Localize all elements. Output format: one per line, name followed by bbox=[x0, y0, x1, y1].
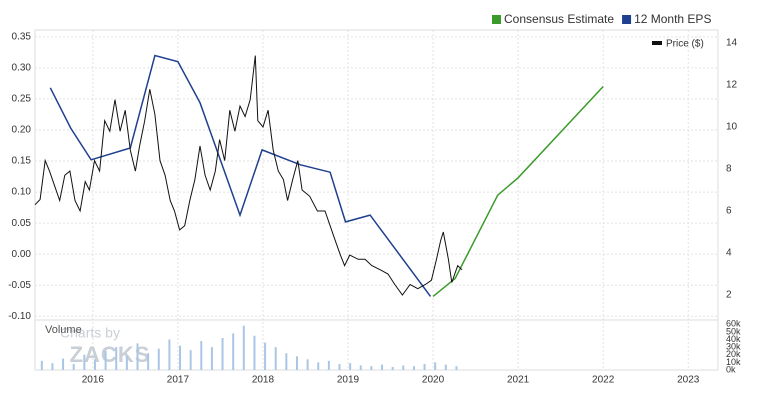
y2-tick-label: 6 bbox=[726, 206, 732, 217]
y-tick-label: 0.20 bbox=[12, 125, 32, 136]
volume-bar bbox=[338, 363, 341, 370]
volume-bar bbox=[412, 366, 415, 370]
watermark-brand: ZACKS bbox=[70, 342, 151, 367]
volume-bar bbox=[221, 338, 224, 370]
y2-tick-label: 14 bbox=[726, 38, 738, 49]
volume-bar bbox=[93, 359, 96, 370]
volume-bar bbox=[359, 365, 362, 370]
volume-bar bbox=[157, 348, 160, 370]
y-tick-label: 0.25 bbox=[12, 94, 32, 105]
volume-bar bbox=[168, 339, 171, 370]
volume-bar bbox=[115, 347, 118, 370]
plot-frame bbox=[34, 29, 719, 371]
volume-bar bbox=[434, 362, 437, 370]
legend-label: Consensus Estimate bbox=[504, 12, 614, 26]
volume-label: Volume bbox=[45, 324, 82, 336]
volume-bar bbox=[147, 353, 150, 370]
x-tick-label: 2023 bbox=[677, 375, 700, 386]
series-line bbox=[34, 55, 463, 296]
legend-label: 12 Month EPS bbox=[634, 12, 711, 26]
volume-bar bbox=[242, 325, 245, 370]
y2-tick-label: 2 bbox=[726, 290, 732, 301]
volume-bar bbox=[210, 347, 213, 370]
volume-bar bbox=[327, 360, 330, 370]
volume-bar bbox=[40, 360, 43, 370]
series-line bbox=[49, 54, 432, 297]
volume-tick-label: 40k bbox=[726, 334, 741, 344]
volume-bar bbox=[125, 356, 128, 370]
volume-tick-label: 20k bbox=[726, 349, 741, 359]
x-tick-label: 2021 bbox=[507, 375, 530, 386]
y-tick-label: 0.05 bbox=[12, 218, 32, 229]
legend-swatch bbox=[652, 41, 662, 45]
y-tick-label: 0.15 bbox=[12, 156, 32, 167]
volume-bar bbox=[104, 350, 107, 370]
volume-bar bbox=[317, 362, 320, 370]
y-tick-label: 0.10 bbox=[12, 187, 32, 198]
y2-tick-label: 4 bbox=[726, 248, 732, 259]
volume-bar bbox=[306, 359, 309, 370]
volume-tick-label: 30k bbox=[726, 342, 741, 352]
volume-bar bbox=[232, 333, 235, 370]
legend-swatch bbox=[622, 15, 632, 24]
legend-label: Price ($) bbox=[666, 39, 704, 50]
volume-bar bbox=[381, 364, 384, 370]
volume-bar bbox=[179, 345, 182, 370]
x-tick-label: 2017 bbox=[167, 375, 190, 386]
x-tick-label: 2016 bbox=[82, 375, 105, 386]
volume-bar bbox=[423, 363, 426, 370]
series-line bbox=[432, 85, 604, 297]
volume-tick-label: 60k bbox=[726, 319, 741, 329]
x-tick-label: 2022 bbox=[592, 375, 615, 386]
x-tick-label: 2020 bbox=[422, 375, 445, 386]
volume-bar bbox=[72, 363, 75, 370]
volume-tick-label: 0k bbox=[726, 364, 736, 374]
volume-bar bbox=[264, 342, 267, 370]
volume-bar bbox=[391, 366, 394, 370]
y2-tick-label: 8 bbox=[726, 164, 732, 175]
x-tick-label: 2018 bbox=[252, 375, 275, 386]
volume-bar bbox=[83, 354, 86, 370]
volume-bar bbox=[274, 347, 277, 370]
volume-bar bbox=[136, 343, 139, 370]
volume-tick-label: 50k bbox=[726, 326, 741, 336]
y2-tick-label: 12 bbox=[726, 80, 738, 91]
y-tick-label: -0.10 bbox=[8, 311, 31, 322]
volume-bar bbox=[349, 363, 352, 370]
y-tick-label: 0.35 bbox=[12, 31, 32, 42]
volume-tick-label: 10k bbox=[726, 357, 741, 367]
y-tick-label: 0.00 bbox=[12, 249, 32, 260]
y2-tick-label: 10 bbox=[726, 122, 738, 133]
legend-swatch bbox=[492, 15, 501, 24]
volume-bar bbox=[200, 341, 203, 370]
x-tick-label: 2019 bbox=[337, 375, 360, 386]
volume-bar bbox=[295, 356, 298, 370]
volume-bar bbox=[285, 353, 288, 370]
y-tick-label: 0.30 bbox=[12, 63, 32, 74]
y-tick-label: -0.05 bbox=[8, 280, 31, 291]
volume-bar bbox=[51, 363, 54, 370]
watermark: Charts by bbox=[60, 325, 120, 341]
volume-bar bbox=[402, 365, 405, 370]
volume-bar bbox=[253, 335, 256, 370]
volume-bar bbox=[62, 358, 65, 370]
volume-bar bbox=[189, 350, 192, 370]
volume-bar bbox=[444, 364, 447, 370]
volume-bar bbox=[370, 366, 373, 370]
volume-bar bbox=[455, 366, 458, 370]
